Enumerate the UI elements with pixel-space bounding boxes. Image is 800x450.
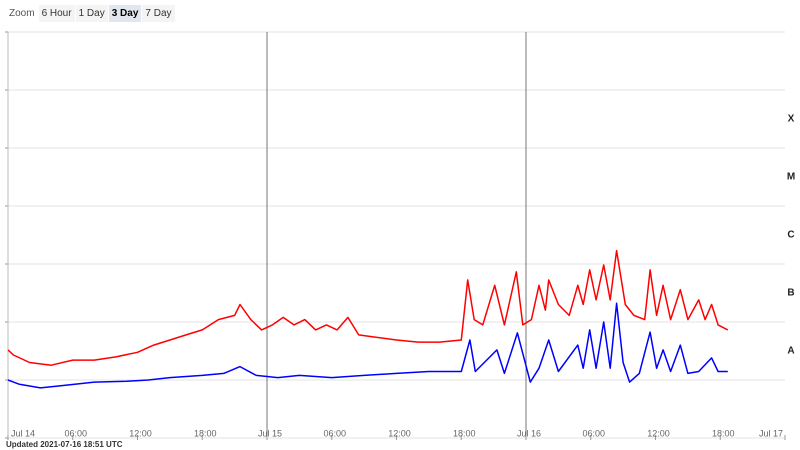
x-tick-label: 18:00 — [453, 428, 476, 438]
band-label: X — [788, 114, 795, 125]
zoom-button[interactable]: 1 Day — [75, 4, 108, 22]
zoom-button[interactable]: 3 Day — [108, 4, 142, 22]
zoom-label: Zoom — [9, 7, 35, 19]
band-label: C — [787, 230, 794, 241]
x-tick-label: 18:00 — [194, 428, 217, 438]
x-tick-label: Jul 14 — [11, 428, 35, 438]
x-tick-label: 12:00 — [129, 428, 152, 438]
updated-text: Updated 2021-07-16 18:51 UTC — [6, 440, 123, 449]
x-tick-label: Jul 16 — [517, 428, 541, 438]
flux-line — [7, 302, 728, 389]
x-tick-label: 12:00 — [388, 428, 411, 438]
chart: A B C M X Jul 14 06:00 12:00 18:00 Jul 15 06:00 12:… — [5, 31, 795, 440]
flux-line — [7, 249, 729, 366]
x-tick-label: 12:00 — [647, 428, 670, 438]
zoom-bar: Zoom 6 Hour 1 Day 3 Day 7 Day — [6, 4, 176, 22]
band-label: A — [787, 346, 794, 357]
x-tick-label: 06:00 — [64, 428, 87, 438]
x-tick-label: Jul 17 — [759, 428, 783, 438]
x-tick-label: Jul 15 — [258, 428, 282, 438]
zoom-button[interactable]: 6 Hour — [38, 4, 75, 22]
band-label: B — [787, 288, 794, 299]
x-tick-label: 18:00 — [712, 428, 735, 438]
band-label: M — [787, 172, 795, 183]
x-tick-label: 06:00 — [323, 428, 346, 438]
x-tick-label: 06:00 — [582, 428, 605, 438]
zoom-button[interactable]: 7 Day — [142, 4, 175, 22]
